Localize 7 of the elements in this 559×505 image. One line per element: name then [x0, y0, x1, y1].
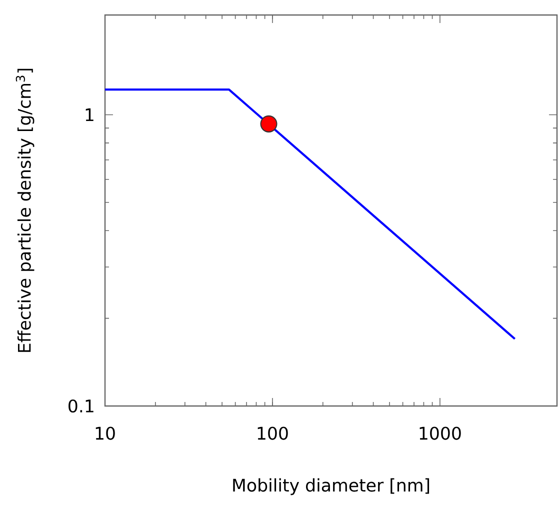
y-tick-label: 1 [86, 108, 94, 122]
x-axis-title: Mobility diameter [nm] [233, 478, 430, 496]
x-tick-label: 1000 [420, 426, 461, 440]
y-tick-label: 0.1 [68, 399, 94, 413]
x-tick-label: 10 [96, 426, 115, 440]
x-tick-label: 100 [258, 426, 288, 440]
y-axis-title: Effective particle density [g/cm$^{3}$] [16, 68, 34, 352]
